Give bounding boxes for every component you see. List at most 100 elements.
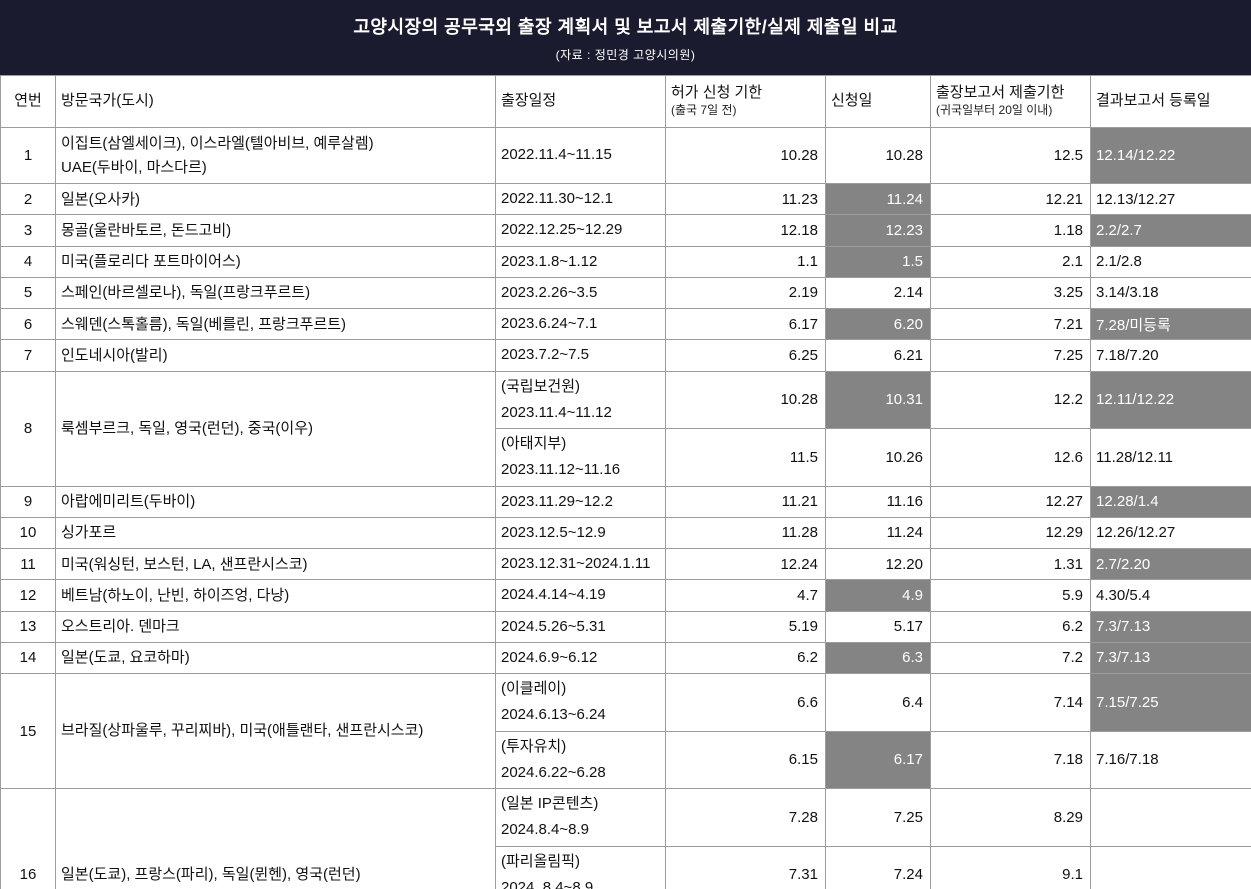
- country-cell: 스웨덴(스톡홀름), 독일(베를린, 프랑크푸르트): [55, 307, 496, 341]
- column-header-schedule-label: 출장일정: [501, 92, 557, 110]
- permit-deadline-cell: 11.23: [665, 182, 826, 216]
- application-date-cell: 6.17: [825, 730, 931, 789]
- table-row: 10 싱가포르 2023.12.5~12.9 11.28 11.24 12.29 12.26…: [0, 516, 1251, 550]
- schedule-cell: 2023.12.5~12.9: [495, 516, 666, 550]
- row-no-cell: 15: [0, 673, 56, 789]
- country-cell: 일본(도쿄), 프랑스(파리), 독일(뮌헨), 영국(런던): [55, 788, 496, 889]
- country-cell: 싱가포르: [55, 516, 496, 550]
- report-registered-cell: 7.3/7.13: [1090, 610, 1251, 643]
- report-deadline-cell: 7.18: [930, 730, 1091, 789]
- application-date-cell: 11.24: [825, 182, 931, 216]
- permit-deadline-cell: 2.19: [665, 276, 826, 310]
- report-deadline-cell: 7.21: [930, 307, 1091, 341]
- schedule-cell: 2024.6.9~6.12: [495, 641, 666, 675]
- schedule-cell: (파리올림픽) 2024. 8.4~8.9: [495, 845, 666, 889]
- schedule-cell: 2024.5.26~5.31: [495, 610, 666, 643]
- table-row: 6 스웨덴(스톡홀름), 독일(베를린, 프랑크푸르트) 2023.6.24~7.1…: [0, 307, 1251, 341]
- schedule-cell: 2023.7.2~7.5: [495, 339, 666, 372]
- table-row: 2 일본(오사카) 2022.11.30~12.1 11.23 11.24 12.21 12…: [0, 182, 1251, 216]
- application-date-cell: 12.20: [825, 547, 931, 581]
- country-cell: 룩셈부르크, 독일, 영국(런던), 중국(이우): [55, 370, 496, 487]
- row-no-cell: 4: [0, 245, 56, 278]
- country-cell: 스페인(바르셀로나), 독일(프랑크푸르트): [55, 276, 496, 310]
- schedule-cell: 2023.1.8~1.12: [495, 245, 666, 278]
- country-cell: 오스트리아. 덴마크: [55, 610, 496, 643]
- header-row: 연번 방문국가(도시) 출장일정 허가 신청 기한 (출국 7일 전) 신청일 …: [0, 75, 1251, 128]
- table-row: 12 베트남(하노이, 난빈, 하이즈엉, 다낭) 2024.4.14~4.19 4.…: [0, 579, 1251, 612]
- column-header-no: 연번: [0, 75, 56, 128]
- report-registered-cell: 11.28/12.11: [1090, 428, 1251, 487]
- report-deadline-cell: 7.14: [930, 673, 1091, 732]
- report-deadline-cell: 12.5: [930, 127, 1091, 184]
- schedule-cell: 2023.2.26~3.5: [495, 276, 666, 310]
- table-row: 5 스페인(바르셀로나), 독일(프랑크푸르트) 2023.2.26~3.5 2.19…: [0, 276, 1251, 310]
- application-date-cell: 12.23: [825, 214, 931, 247]
- application-date-cell: 6.3: [825, 641, 931, 675]
- report-registered-cell: [1090, 845, 1251, 889]
- row-no-cell: 13: [0, 610, 56, 643]
- table-row: 11 미국(워싱턴, 보스턴, LA, 샌프란시스코) 2023.12.31~202…: [0, 547, 1251, 581]
- report-deadline-cell: 9.1: [930, 845, 1091, 889]
- report-registered-cell: 12.11/12.22: [1090, 370, 1251, 429]
- row-no-cell: 6: [0, 307, 56, 341]
- table-row: 7 인도네시아(발리) 2023.7.2~7.5 6.25 6.21 7.25 7.18/7…: [0, 339, 1251, 372]
- schedule-cell: 2023.12.31~2024.1.11: [495, 547, 666, 581]
- report-registered-cell: 7.18/7.20: [1090, 339, 1251, 372]
- row-no-cell: 2: [0, 182, 56, 216]
- schedule-cell: 2022.11.30~12.1: [495, 182, 666, 216]
- application-date-cell: 7.25: [825, 788, 931, 847]
- report-deadline-cell: 12.2: [930, 370, 1091, 429]
- column-header-report-registered-label: 결과보고서 등록일: [1096, 92, 1211, 110]
- schedule-cell: (일본 IP콘텐츠) 2024.8.4~8.9: [495, 788, 666, 847]
- schedule-cell: (아태지부) 2023.11.12~11.16: [495, 428, 666, 487]
- trip-table-body: 1 이집트(삼엘세이크), 이스라엘(텔아비브, 예루살렘) UAE(두바이, 마…: [0, 127, 1251, 889]
- report-registered-cell: 3.14/3.18: [1090, 276, 1251, 310]
- country-cell: 몽골(울란바토르, 돈드고비): [55, 214, 496, 247]
- column-header-report-deadline-note: (귀국일부터 20일 이내): [936, 103, 1053, 118]
- report-registered-cell: 2.1/2.8: [1090, 245, 1251, 278]
- application-date-cell: 6.21: [825, 339, 931, 372]
- application-date-cell: 1.5: [825, 245, 931, 278]
- country-cell: 미국(워싱턴, 보스턴, LA, 샌프란시스코): [55, 547, 496, 581]
- application-date-cell: 11.16: [825, 485, 931, 518]
- column-header-permit-deadline: 허가 신청 기한 (출국 7일 전): [665, 75, 826, 128]
- column-header-country-label: 방문국가(도시): [61, 92, 154, 110]
- row-no-cell: 1: [0, 127, 56, 184]
- report-deadline-cell: 12.27: [930, 485, 1091, 518]
- table-row: 14 일본(도쿄, 요코하마) 2024.6.9~6.12 6.2 6.3 7.2 7.3/…: [0, 641, 1251, 675]
- row-no-cell: 14: [0, 641, 56, 675]
- schedule-cell: (투자유치) 2024.6.22~6.28: [495, 730, 666, 789]
- schedule-cell: 2023.6.24~7.1: [495, 307, 666, 341]
- application-date-cell: 10.26: [825, 428, 931, 487]
- table-row: 13 오스트리아. 덴마크 2024.5.26~5.31 5.19 5.17 6.2 7.3…: [0, 610, 1251, 643]
- row-no-cell: 11: [0, 547, 56, 581]
- table-row: 9 아랍에미리트(두바이) 2023.11.29~12.2 11.21 11.16 12.…: [0, 485, 1251, 518]
- report-registered-cell: 7.16/7.18: [1090, 730, 1251, 789]
- country-cell: 인도네시아(발리): [55, 339, 496, 372]
- country-cell: 일본(도쿄, 요코하마): [55, 641, 496, 675]
- application-date-cell: 2.14: [825, 276, 931, 310]
- column-header-country: 방문국가(도시): [55, 75, 496, 128]
- report-deadline-cell: 8.29: [930, 788, 1091, 847]
- permit-deadline-cell: 11.28: [665, 516, 826, 550]
- country-cell: 미국(플로리다 포트마이어스): [55, 245, 496, 278]
- table-row: (투자유치) 2024.6.22~6.28 6.15 6.17 7.18 7.16/7.…: [1, 730, 1251, 789]
- report-registered-cell: 7.3/7.13: [1090, 641, 1251, 675]
- schedule-cell: 2022.12.25~12.29: [495, 214, 666, 247]
- row-no-cell: 8: [0, 370, 56, 487]
- country-cell: 브라질(상파울루, 꾸리찌바), 미국(애틀랜타, 샌프란시스코): [55, 673, 496, 789]
- report-registered-cell: 12.14/12.22: [1090, 127, 1251, 184]
- report-registered-cell: 12.26/12.27: [1090, 516, 1251, 550]
- permit-deadline-cell: 6.6: [665, 673, 826, 732]
- table-row: 4 미국(플로리다 포트마이어스) 2023.1.8~1.12 1.1 1.5 2.1 2.…: [0, 245, 1251, 278]
- application-date-cell: 11.24: [825, 516, 931, 550]
- row-no-cell: 10: [0, 516, 56, 550]
- permit-deadline-cell: 7.31: [665, 845, 826, 889]
- permit-deadline-cell: 5.19: [665, 610, 826, 643]
- column-header-application-date: 신청일: [825, 75, 931, 128]
- row-no-cell: 7: [0, 339, 56, 372]
- report-registered-cell: 7.28/미등록: [1090, 307, 1251, 341]
- column-header-permit-deadline-label: 허가 신청 기한: [671, 84, 763, 102]
- permit-deadline-cell: 10.28: [665, 370, 826, 429]
